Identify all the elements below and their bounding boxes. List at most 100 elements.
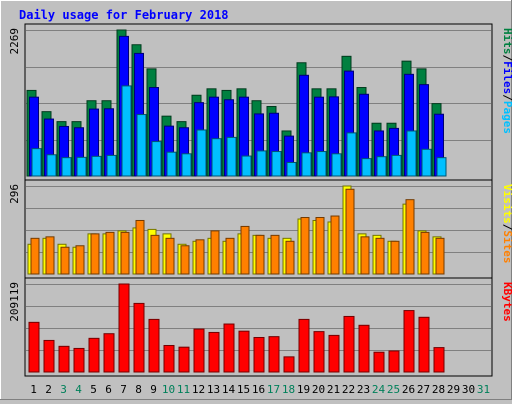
bar-pages-day-12 <box>196 129 207 177</box>
legend-part: KBytes <box>501 282 512 322</box>
bar-sites-day-22 <box>345 188 355 275</box>
bar-sites-day-2 <box>45 236 55 275</box>
bar-pages-day-17 <box>271 151 282 177</box>
bar-sites-day-8 <box>135 219 145 275</box>
bar-pages-day-2 <box>46 154 57 177</box>
bar-pages-day-4 <box>76 156 87 177</box>
bar-pages-day-21 <box>331 153 342 177</box>
bar-sites-day-4 <box>75 245 85 275</box>
bar-kbytes-day-15 <box>238 330 250 373</box>
bar-kbytes-day-16 <box>253 336 265 373</box>
x-tick-label-day-2: 2 <box>45 383 52 396</box>
legend-part: Hits <box>501 28 512 55</box>
bar-sites-day-3 <box>60 246 70 275</box>
bar-kbytes-day-28 <box>433 347 445 373</box>
x-tick-label-day-17: 17 <box>267 383 280 396</box>
bar-pages-day-14 <box>226 136 237 177</box>
bar-sites-day-5 <box>90 233 100 275</box>
x-tick-label-day-9: 9 <box>150 383 157 396</box>
panel-middle-legend: Visits/Sites <box>501 184 512 264</box>
bar-kbytes-day-8 <box>133 302 145 373</box>
bar-kbytes-day-7 <box>118 283 130 373</box>
panel-middle: 296 Visits/Sites <box>8 179 512 279</box>
x-tick-label-day-11: 11 <box>177 383 190 396</box>
panel-bottom-max-label: 209119 <box>8 282 21 322</box>
x-tick-label-day-23: 23 <box>357 383 370 396</box>
bar-kbytes-day-6 <box>103 333 115 373</box>
bar-sites-day-21 <box>330 215 340 275</box>
x-tick-label-day-14: 14 <box>222 383 236 396</box>
legend-part: / <box>501 94 512 101</box>
bar-kbytes-day-24 <box>373 351 385 373</box>
bar-sites-day-14 <box>225 237 235 275</box>
bar-sites-day-1 <box>30 237 40 275</box>
bar-sites-day-11 <box>180 245 190 275</box>
bar-kbytes-day-13 <box>208 331 220 373</box>
bar-pages-day-25 <box>391 154 402 177</box>
x-tick-label-day-20: 20 <box>312 383 325 396</box>
bar-pages-day-11 <box>181 153 192 177</box>
bar-kbytes-day-20 <box>313 331 325 373</box>
bar-kbytes-day-2 <box>43 339 55 373</box>
x-tick-label-day-19: 19 <box>297 383 310 396</box>
bar-sites-day-6 <box>105 231 115 275</box>
bar-pages-day-28 <box>436 157 447 177</box>
bar-pages-day-10 <box>166 151 177 177</box>
bar-pages-day-6 <box>106 154 117 177</box>
x-tick-label-day-24: 24 <box>372 383 386 396</box>
bar-sites-day-13 <box>210 230 220 275</box>
panel-bottom: 209119 KBytes <box>8 277 512 377</box>
bar-pages-day-23 <box>361 158 372 177</box>
legend-part: Sites <box>501 230 512 263</box>
bar-sites-day-15 <box>240 225 250 275</box>
x-tick-label-day-21: 21 <box>327 383 340 396</box>
bar-kbytes-day-14 <box>223 323 235 373</box>
legend-part: Visits <box>501 184 512 224</box>
bar-kbytes-day-27 <box>418 316 430 373</box>
bar-pages-day-7 <box>121 85 132 177</box>
legend-part: Files <box>501 61 512 94</box>
panel-top-max-label: 2269 <box>8 28 21 55</box>
bar-kbytes-day-22 <box>343 315 355 373</box>
bar-sites-day-23 <box>360 236 370 275</box>
x-tick-label-day-3: 3 <box>60 383 67 396</box>
legend-part: Pages <box>501 101 512 134</box>
bar-pages-day-8 <box>136 114 147 177</box>
bar-pages-day-22 <box>346 132 357 177</box>
chart-panels: 2269Hits/Files/Pages296Visits/Sites20911… <box>8 23 512 377</box>
x-tick-label-day-6: 6 <box>105 383 112 396</box>
bar-pages-day-9 <box>151 141 162 177</box>
x-tick-label-day-10: 10 <box>162 383 175 396</box>
legend-part: / <box>501 55 512 62</box>
x-tick-label-day-30: 30 <box>462 383 475 396</box>
panel-bottom-legend: KBytes <box>501 282 512 322</box>
bar-kbytes-day-21 <box>328 334 340 373</box>
bar-pages-day-19 <box>301 152 312 177</box>
bar-kbytes-day-26 <box>403 310 415 373</box>
bar-kbytes-day-11 <box>178 346 190 373</box>
bar-kbytes-day-18 <box>283 356 295 373</box>
x-tick-label-day-15: 15 <box>237 383 250 396</box>
bar-pages-day-3 <box>61 157 72 177</box>
x-tick-label-day-31: 31 <box>477 383 490 396</box>
bar-kbytes-day-3 <box>58 345 70 373</box>
x-tick-label-day-22: 22 <box>342 383 355 396</box>
x-tick-label-day-16: 16 <box>252 383 265 396</box>
x-tick-label-day-27: 27 <box>417 383 430 396</box>
bar-pages-day-15 <box>241 155 252 177</box>
x-tick-label-day-12: 12 <box>192 383 205 396</box>
x-tick-label-day-18: 18 <box>282 383 295 396</box>
panel-middle-max-label: 296 <box>8 184 21 204</box>
bar-kbytes-day-5 <box>88 337 100 373</box>
bar-sites-day-28 <box>435 237 445 275</box>
bar-sites-day-10 <box>165 237 175 275</box>
bar-sites-day-24 <box>375 237 385 275</box>
legend-part: / <box>501 224 512 231</box>
bar-kbytes-day-17 <box>268 336 280 373</box>
bar-pages-day-5 <box>91 155 102 177</box>
chart-title: Daily usage for February 2018 <box>19 8 229 22</box>
bar-sites-day-20 <box>315 217 325 275</box>
